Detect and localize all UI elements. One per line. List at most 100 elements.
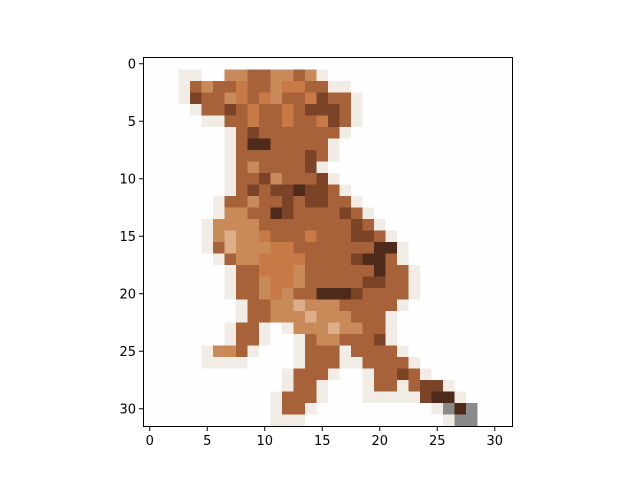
pixel — [466, 173, 478, 185]
pixel — [466, 242, 478, 254]
pixel — [385, 219, 398, 231]
pixel — [408, 161, 421, 174]
pixel — [339, 242, 352, 254]
pixel — [144, 104, 156, 116]
pixel — [362, 81, 375, 93]
pixel — [190, 69, 202, 82]
pixel — [236, 92, 248, 105]
pixel — [385, 334, 398, 346]
pixel — [351, 207, 363, 220]
pixel — [351, 288, 363, 300]
pixel — [236, 288, 248, 300]
pixel — [397, 299, 409, 312]
pixel — [282, 265, 294, 277]
pixel — [213, 334, 225, 346]
pixel — [351, 368, 363, 381]
pixel — [489, 207, 501, 220]
pixel — [489, 265, 501, 277]
pixel — [213, 391, 225, 404]
pixel — [224, 265, 237, 277]
pixel — [178, 196, 191, 208]
pixel — [236, 69, 248, 82]
pixel — [374, 69, 386, 82]
pixel — [224, 161, 237, 174]
pixel — [167, 322, 179, 335]
pixel — [270, 345, 283, 358]
pixel — [224, 196, 237, 208]
pixel — [420, 414, 432, 427]
pixel — [201, 69, 214, 82]
pixel — [489, 127, 501, 139]
pixel — [477, 230, 490, 243]
pixel — [201, 253, 214, 266]
pixel — [385, 161, 398, 174]
pixel — [420, 58, 432, 70]
pixel — [282, 69, 294, 82]
pixel — [316, 288, 329, 300]
pixel — [420, 403, 432, 415]
pixel — [167, 207, 179, 220]
pixel — [144, 69, 156, 82]
pixel — [224, 357, 237, 369]
pixel — [339, 322, 352, 335]
pixel — [190, 196, 202, 208]
y-tick-label: 0 — [128, 57, 136, 72]
pixel — [385, 380, 398, 392]
pixel — [247, 150, 260, 162]
pixel — [431, 368, 444, 381]
pixel — [420, 150, 432, 162]
pixel — [270, 161, 283, 174]
pixel — [397, 242, 409, 254]
pixel — [259, 58, 271, 70]
pixel — [201, 242, 214, 254]
pixel — [282, 391, 294, 404]
pixel — [293, 403, 306, 415]
pixel — [316, 322, 329, 335]
pixel — [144, 391, 156, 404]
pixel — [236, 368, 248, 381]
pixel — [282, 242, 294, 254]
pixel — [190, 161, 202, 174]
pixel — [362, 403, 375, 415]
pixel — [500, 345, 513, 358]
pixel — [454, 288, 467, 300]
pixel — [397, 265, 409, 277]
pixel — [247, 253, 260, 266]
pixel — [385, 173, 398, 185]
pixel — [397, 104, 409, 116]
pixel — [385, 138, 398, 151]
pixel — [282, 81, 294, 93]
pixel — [144, 276, 156, 289]
pixel — [443, 150, 455, 162]
pixel — [328, 219, 340, 231]
pixel — [270, 299, 283, 312]
pixel — [454, 299, 467, 312]
pixel — [236, 265, 248, 277]
pixel — [293, 207, 306, 220]
pixel — [408, 242, 421, 254]
pixel — [328, 69, 340, 82]
pixel — [489, 69, 501, 82]
pixel — [282, 173, 294, 185]
pixel — [190, 230, 202, 243]
pixel — [155, 115, 168, 128]
pixel — [213, 150, 225, 162]
pixel — [270, 391, 283, 404]
pixel — [466, 196, 478, 208]
pixel — [213, 173, 225, 185]
pixel — [178, 104, 191, 116]
pixel — [293, 311, 306, 323]
pixel — [293, 196, 306, 208]
x-tick-label: 20 — [371, 434, 388, 449]
pixel — [224, 138, 237, 151]
pixel — [431, 345, 444, 358]
pixel — [247, 414, 260, 427]
pixel — [489, 299, 501, 312]
pixel — [351, 115, 363, 128]
pixel — [178, 253, 191, 266]
pixel — [224, 115, 237, 128]
pixel — [443, 276, 455, 289]
pixel — [201, 58, 214, 70]
pixel — [270, 138, 283, 151]
pixel — [328, 127, 340, 139]
